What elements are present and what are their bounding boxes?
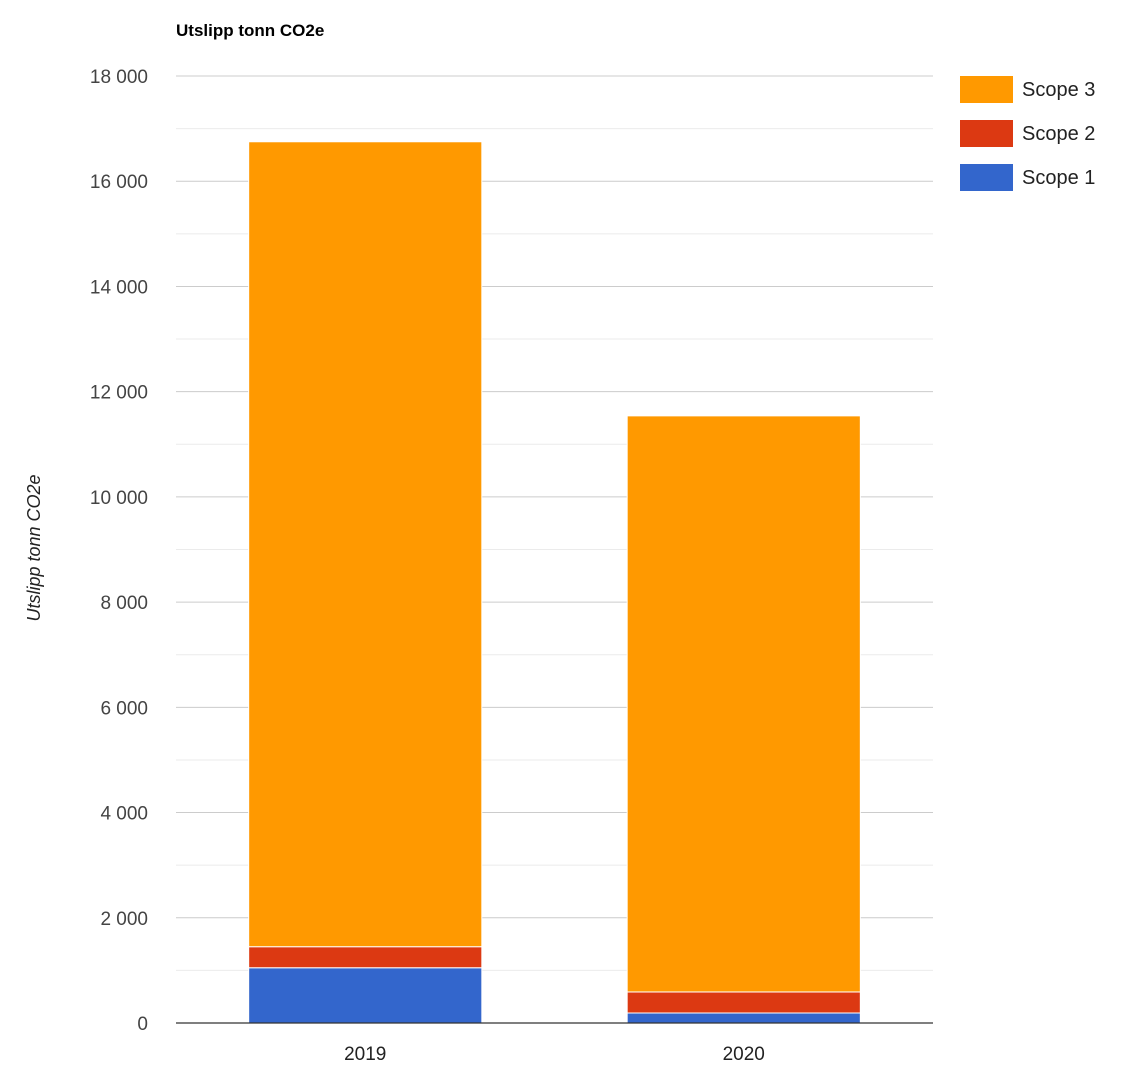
- legend-swatch: [960, 120, 1013, 147]
- y-tick-label: 8 000: [100, 593, 148, 614]
- chart-title: Utslipp tonn CO2e: [176, 21, 324, 40]
- bars: [248, 141, 861, 1024]
- y-tick-label: 6 000: [100, 698, 148, 719]
- bar-segment-scope-2-2019: [248, 946, 483, 969]
- legend-swatch: [960, 76, 1013, 103]
- legend-label: Scope 3: [1022, 79, 1095, 101]
- legend-label: Scope 2: [1022, 123, 1095, 145]
- y-tick-label: 4 000: [100, 804, 148, 825]
- x-tick-label: 2019: [344, 1044, 386, 1065]
- y-tick-label: 16 000: [90, 172, 148, 193]
- y-axis-title: Utslipp tonn CO2e: [24, 474, 44, 621]
- y-tick-label: 0: [137, 1014, 148, 1035]
- bar-segment-scope-2-2020: [626, 991, 861, 1014]
- x-axis-tick-labels: 2019 2020: [344, 1044, 765, 1065]
- bar-segment-scope-3-2019: [248, 141, 483, 948]
- legend-item-scope-3[interactable]: Scope 3: [960, 76, 1095, 103]
- x-tick-label: 2020: [723, 1044, 765, 1065]
- legend-item-scope-2[interactable]: Scope 2: [960, 120, 1095, 147]
- legend: Scope 3 Scope 2 Scope 1: [960, 76, 1095, 191]
- y-tick-label: 18 000: [90, 67, 148, 88]
- y-tick-label: 14 000: [90, 277, 148, 298]
- y-tick-label: 12 000: [90, 383, 148, 404]
- legend-item-scope-1[interactable]: Scope 1: [960, 164, 1095, 191]
- bar-segment-scope-1-2020: [626, 1012, 861, 1024]
- y-tick-label: 2 000: [100, 909, 148, 930]
- y-tick-label: 10 000: [90, 488, 148, 509]
- y-axis-tick-labels: 0 2 000 4 000 6 000 8 000 10 000 12 000 14 000 1…: [90, 67, 148, 1035]
- bar-segment-scope-1-2019: [248, 967, 483, 1024]
- legend-swatch: [960, 164, 1013, 191]
- bar-segment-scope-3-2020: [626, 415, 861, 993]
- legend-label: Scope 1: [1022, 167, 1095, 189]
